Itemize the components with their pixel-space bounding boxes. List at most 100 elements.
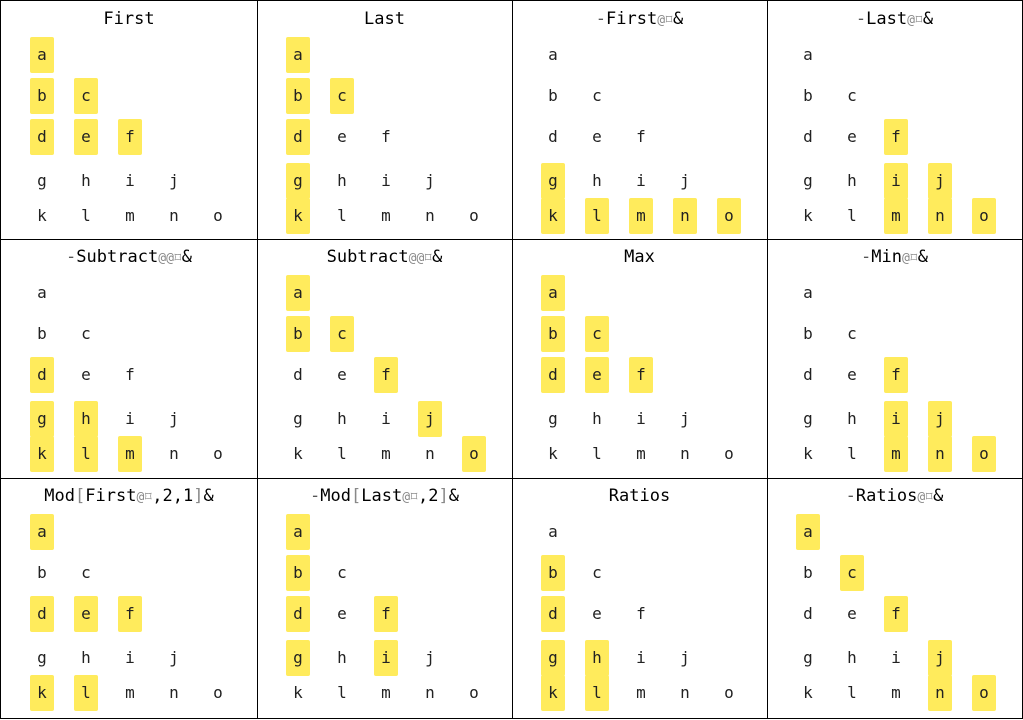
letter-f: f xyxy=(374,357,398,393)
letter-k: k xyxy=(293,444,303,463)
letter-b: b xyxy=(286,316,310,352)
letter-h: h xyxy=(585,640,609,676)
letter-n: n xyxy=(928,436,952,472)
panel-title: -Min@⌑& xyxy=(861,247,928,267)
letter-h: h xyxy=(592,171,602,190)
letter-b: b xyxy=(803,86,813,105)
letter-b: b xyxy=(286,555,310,591)
letter-c: c xyxy=(585,316,609,352)
panel-title: Last xyxy=(364,9,405,29)
letter-i: i xyxy=(636,409,646,428)
letter-b: b xyxy=(286,78,310,114)
panel-3: -First@⌑& a b c d e f g h i j k l m n o xyxy=(512,0,768,240)
letter-n: n xyxy=(680,444,690,463)
letter-a: a xyxy=(37,283,47,302)
letter-c: c xyxy=(74,78,98,114)
letter-l: l xyxy=(592,444,602,463)
letter-j: j xyxy=(928,401,952,437)
letter-f: f xyxy=(636,604,646,623)
letter-b: b xyxy=(548,86,558,105)
letter-f: f xyxy=(118,119,142,155)
letter-o: o xyxy=(469,206,479,225)
letter-j: j xyxy=(169,648,179,667)
letter-i: i xyxy=(125,409,135,428)
letter-m: m xyxy=(381,683,391,702)
letter-i: i xyxy=(374,640,398,676)
letter-b: b xyxy=(37,324,47,343)
letter-m: m xyxy=(884,436,908,472)
letter-k: k xyxy=(541,675,565,711)
letter-h: h xyxy=(592,409,602,428)
letter-i: i xyxy=(636,648,646,667)
letter-g: g xyxy=(803,409,813,428)
letter-j: j xyxy=(928,640,952,676)
letter-g: g xyxy=(286,640,310,676)
letter-e: e xyxy=(337,127,347,146)
letter-g: g xyxy=(30,401,54,437)
letter-o: o xyxy=(717,198,741,234)
letter-m: m xyxy=(381,444,391,463)
letter-d: d xyxy=(803,127,813,146)
letter-g: g xyxy=(548,409,558,428)
letter-n: n xyxy=(425,206,435,225)
letter-m: m xyxy=(636,683,646,702)
letter-b: b xyxy=(803,324,813,343)
letter-l: l xyxy=(74,675,98,711)
letter-n: n xyxy=(680,683,690,702)
panel-title: -First@⌑& xyxy=(595,9,684,29)
letter-i: i xyxy=(381,171,391,190)
letter-k: k xyxy=(286,198,310,234)
letter-h: h xyxy=(847,648,857,667)
letter-d: d xyxy=(30,596,54,632)
letter-e: e xyxy=(81,365,91,384)
letter-f: f xyxy=(884,357,908,393)
letter-f: f xyxy=(636,127,646,146)
letter-e: e xyxy=(585,357,609,393)
panel-10: -Mod[Last@⌑,2]& a b c d e f g h i j k l m n o xyxy=(257,478,513,719)
panel-5: -Subtract@@⌑& a b c d e f g h i j k l m n o xyxy=(0,239,258,479)
letter-i: i xyxy=(884,163,908,199)
letter-m: m xyxy=(125,683,135,702)
letter-a: a xyxy=(541,275,565,311)
letter-k: k xyxy=(30,436,54,472)
letter-e: e xyxy=(847,127,857,146)
letter-l: l xyxy=(847,683,857,702)
letter-f: f xyxy=(884,119,908,155)
letter-k: k xyxy=(803,444,813,463)
letter-m: m xyxy=(629,198,653,234)
letter-c: c xyxy=(337,563,347,582)
letter-i: i xyxy=(636,171,646,190)
letter-f: f xyxy=(884,596,908,632)
letter-g: g xyxy=(803,171,813,190)
letter-c: c xyxy=(847,86,857,105)
letter-g: g xyxy=(37,648,47,667)
letter-k: k xyxy=(293,683,303,702)
letter-a: a xyxy=(30,514,54,550)
letter-d: d xyxy=(548,127,558,146)
letter-a: a xyxy=(796,514,820,550)
letter-h: h xyxy=(337,648,347,667)
letter-n: n xyxy=(169,444,179,463)
letter-d: d xyxy=(803,604,813,623)
letter-j: j xyxy=(169,409,179,428)
letter-e: e xyxy=(592,127,602,146)
letter-l: l xyxy=(847,444,857,463)
letter-o: o xyxy=(724,444,734,463)
panel-title: Mod[First@⌑,2,1]& xyxy=(44,486,214,506)
letter-c: c xyxy=(81,324,91,343)
letter-l: l xyxy=(81,206,91,225)
letter-a: a xyxy=(286,275,310,311)
letter-l: l xyxy=(585,198,609,234)
letter-o: o xyxy=(972,198,996,234)
letter-d: d xyxy=(286,596,310,632)
panel-2: Last a b c d e f g h i j k l m n o xyxy=(257,0,513,240)
letter-l: l xyxy=(337,683,347,702)
letter-o: o xyxy=(972,436,996,472)
panel-title: -Mod[Last@⌑,2]& xyxy=(310,486,459,506)
letter-h: h xyxy=(847,409,857,428)
letter-o: o xyxy=(469,683,479,702)
letter-o: o xyxy=(972,675,996,711)
letter-c: c xyxy=(81,563,91,582)
panel-4: -Last@⌑& a b c d e f g h i j k l m n o xyxy=(767,0,1023,240)
